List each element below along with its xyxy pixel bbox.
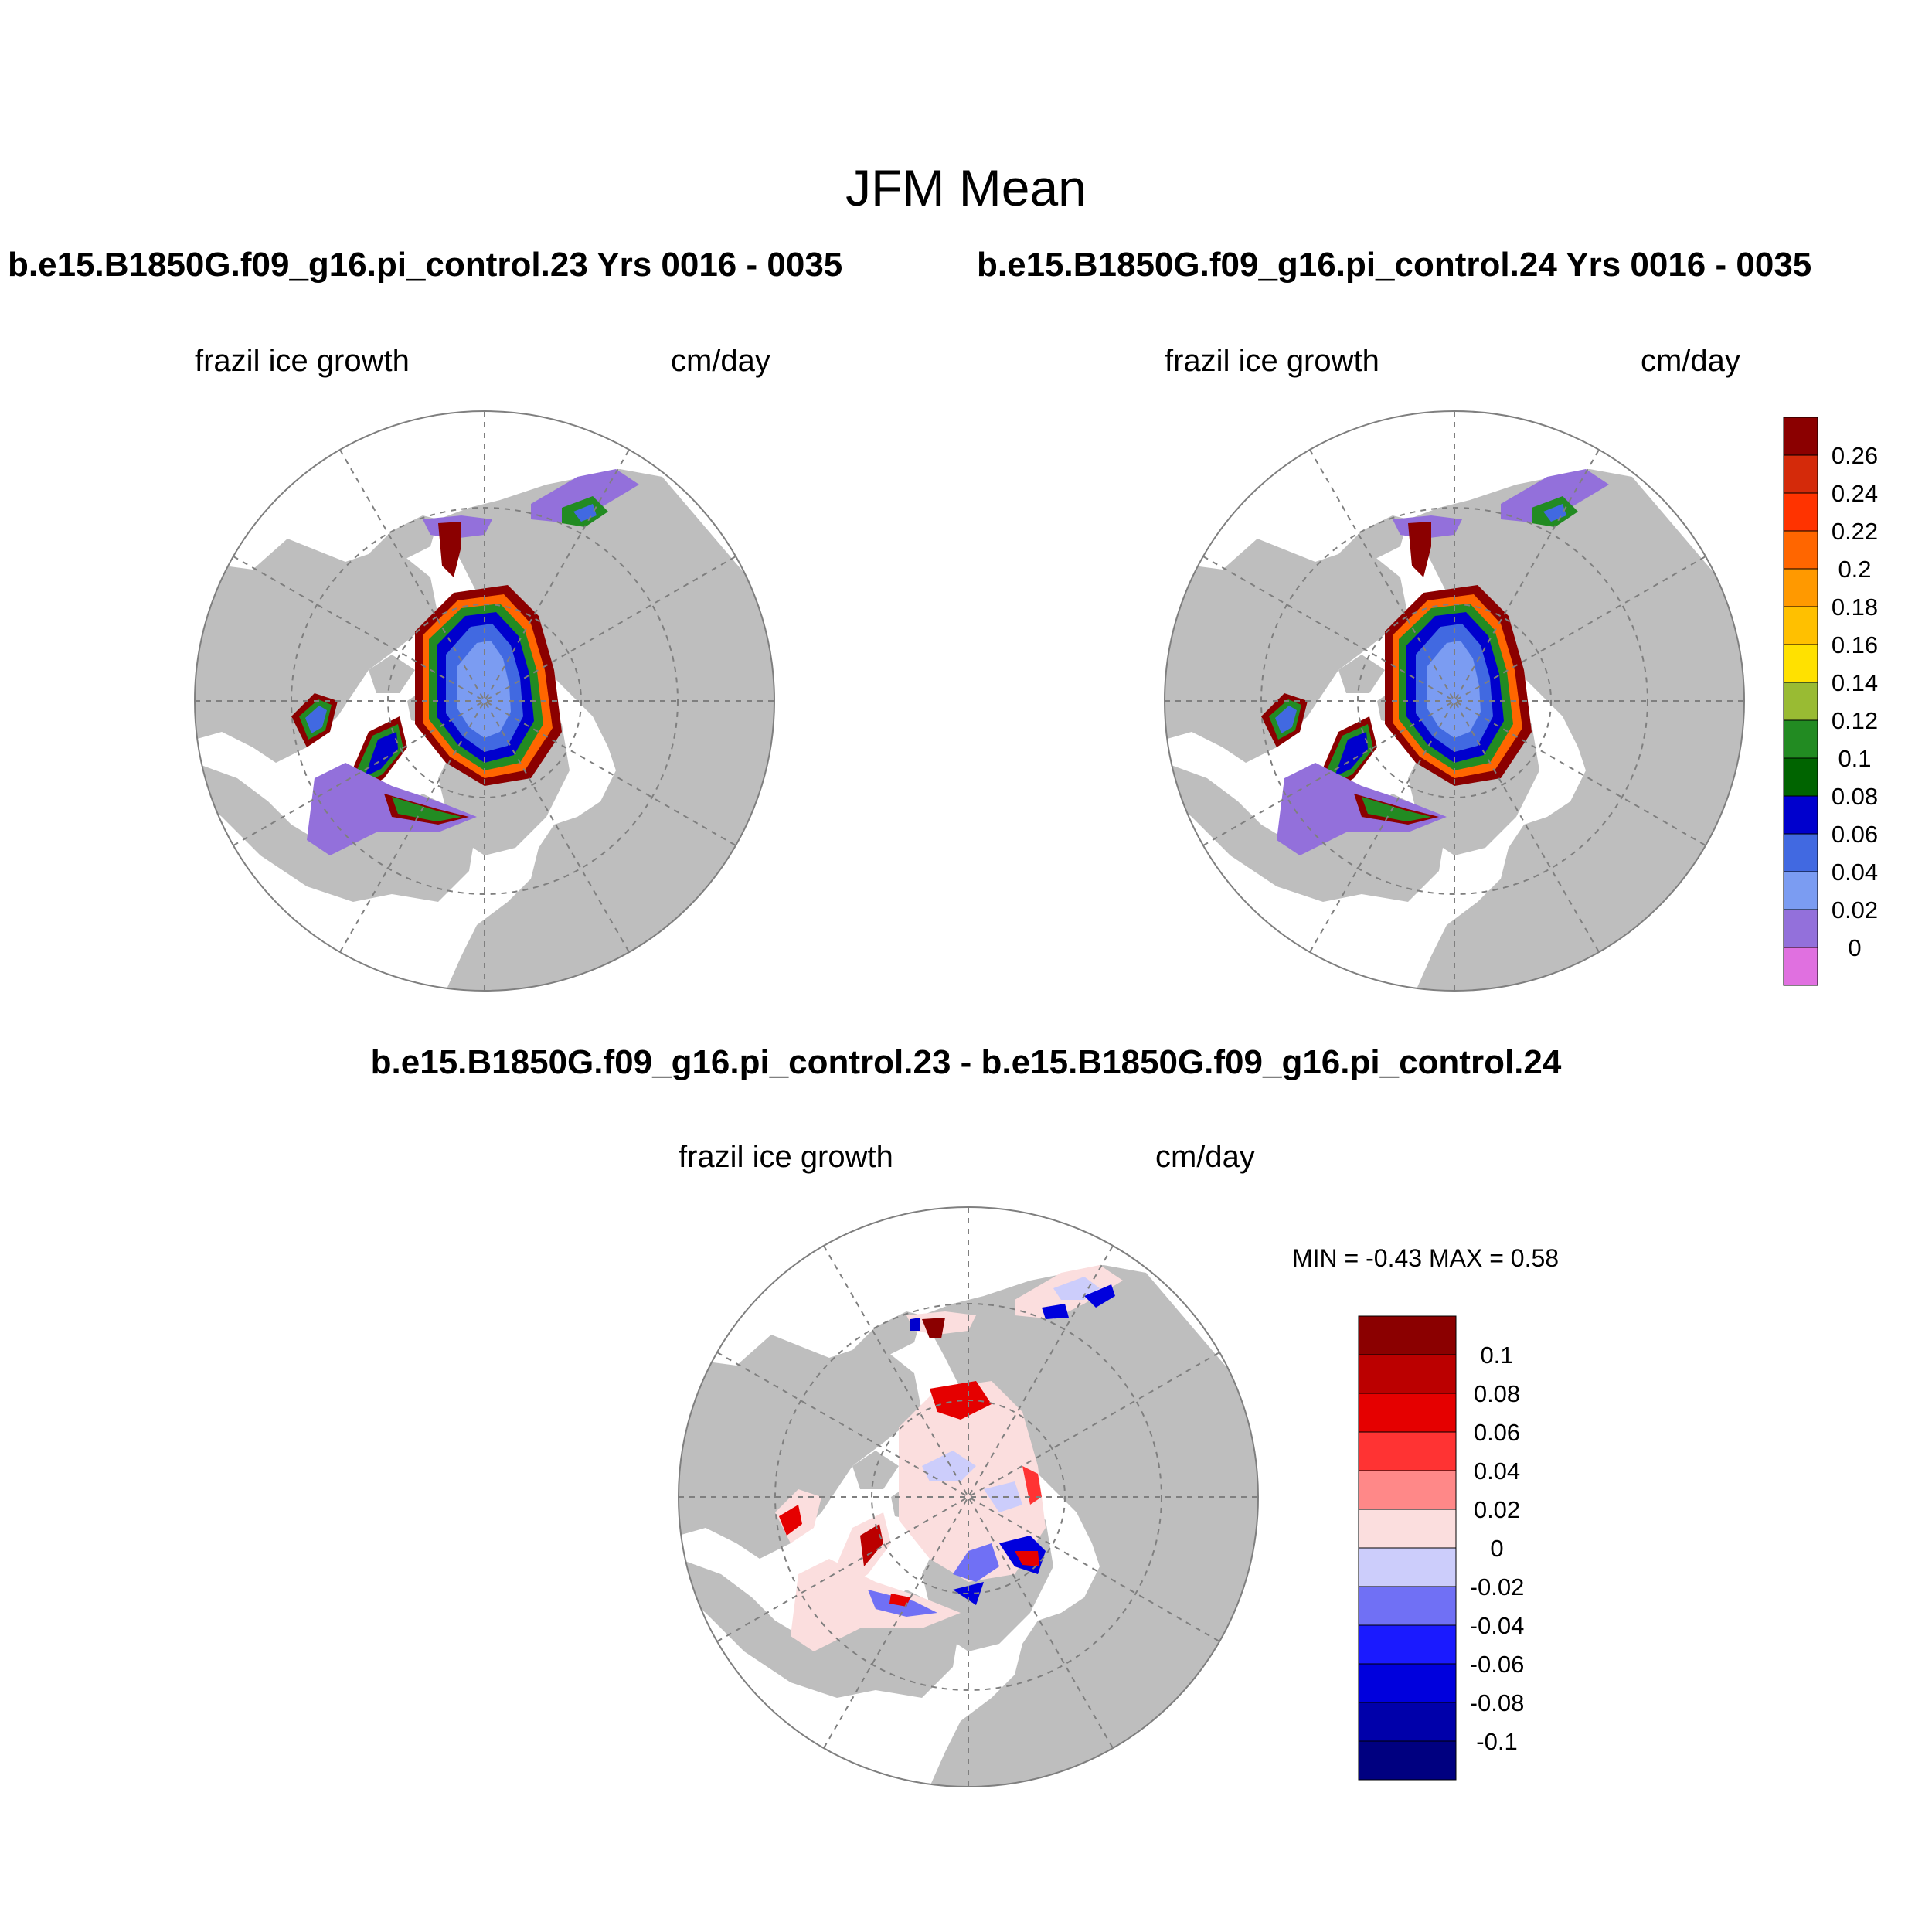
panel-2-map [1164, 410, 1745, 992]
abs-colorbar-swatch [1783, 871, 1818, 910]
abs-colorbar-tick-label: 0.14 [1832, 669, 1878, 696]
diff-colorbar-tick-label: -0.02 [1470, 1573, 1525, 1600]
diff-colorbar-swatch [1358, 1315, 1457, 1355]
abs-colorbar-swatch [1783, 530, 1818, 570]
diff-colorbar-swatch [1358, 1354, 1457, 1394]
diff-colorbar-swatch [1358, 1470, 1457, 1510]
diff-colorbar-tick-label: 0.06 [1474, 1419, 1520, 1446]
diff-units-label: cm/day [1155, 1140, 1255, 1174]
diff-map [678, 1206, 1259, 1787]
panel-1-units-label: cm/day [671, 344, 770, 378]
diff-colorbar-swatch [1358, 1702, 1457, 1742]
abs-colorbar-tick-label: 0.2 [1838, 556, 1871, 583]
abs-colorbar-swatch [1783, 909, 1818, 948]
abs-colorbar-swatch [1783, 606, 1818, 645]
abs-colorbar-tick-label: 0.02 [1832, 896, 1878, 923]
diff-colorbar-swatch [1358, 1509, 1457, 1549]
panel-2-title: b.e15.B1850G.f09_g16.pi_control.24 Yrs 0… [977, 246, 1812, 284]
abs-colorbar-swatch [1783, 644, 1818, 683]
diff-colorbar-swatch [1358, 1393, 1457, 1433]
abs-colorbar-tick-label: 0.1 [1838, 745, 1871, 772]
abs-colorbar-tick-label: 0.08 [1832, 783, 1878, 810]
abs-colorbar-tick-label: 0.12 [1832, 707, 1878, 734]
abs-colorbar-tick-label: 0.26 [1832, 442, 1878, 469]
diff-colorbar: 0.1 0.08 0.06 0.04 0.02 0 -0.02 -0.04 -0.06 -0.08… [1358, 1315, 1525, 1781]
abs-colorbar-swatch [1783, 757, 1818, 797]
figure-title: JFM Mean [845, 159, 1087, 216]
diff-colorbar-swatch [1358, 1663, 1457, 1703]
diff-colorbar-tick-label: 0.08 [1474, 1380, 1520, 1407]
abs-colorbar-tick-label: 0.22 [1832, 518, 1878, 545]
abs-colorbar-swatch [1783, 795, 1818, 835]
diff-colorbar-swatch [1358, 1547, 1457, 1587]
abs-colorbar-tick-label: 0 [1848, 934, 1861, 961]
abs-colorbar-swatch [1783, 682, 1818, 721]
abs-colorbar-tick-label: 0.16 [1832, 631, 1878, 658]
diff-colorbar-swatch [1358, 1624, 1457, 1665]
diff-colorbar-tick-label: -0.04 [1470, 1612, 1525, 1639]
panel-1-title: b.e15.B1850G.f09_g16.pi_control.23 Yrs 0… [8, 246, 843, 284]
abs-colorbar-swatch [1783, 568, 1818, 607]
diff-panel-title: b.e15.B1850G.f09_g16.pi_control.23 - b.e… [370, 1043, 1562, 1081]
diff-colorbar-swatch [1358, 1740, 1457, 1781]
abs-colorbar-tick-label: 0.06 [1832, 821, 1878, 848]
abs-colorbar-swatch [1783, 833, 1818, 872]
panel-2-units-label: cm/day [1641, 344, 1740, 378]
diff-min-max-label: MIN = -0.43 MAX = 0.58 [1292, 1244, 1560, 1272]
diff-colorbar-tick-label: 0.1 [1480, 1342, 1513, 1369]
diff-colorbar-swatch [1358, 1431, 1457, 1471]
abs-colorbar-swatch [1783, 492, 1818, 532]
diff-colorbar-tick-label: 0.02 [1474, 1496, 1520, 1523]
diff-colorbar-tick-label: -0.06 [1470, 1651, 1525, 1678]
panel-1-variable-label: frazil ice growth [195, 344, 410, 378]
panel-1-map [194, 410, 775, 992]
panel-2-variable-label: frazil ice growth [1165, 344, 1379, 378]
abs-colorbar-swatch [1783, 454, 1818, 494]
diff-colorbar-tick-label: -0.1 [1476, 1728, 1517, 1755]
abs-colorbar-tick-label: 0.04 [1832, 859, 1878, 886]
abs-colorbar-tick-label: 0.24 [1832, 480, 1878, 507]
abs-colorbar-swatch [1783, 947, 1818, 986]
diff-colorbar-tick-label: 0.04 [1474, 1458, 1520, 1485]
abs-colorbar: 0.26 0.24 0.22 0.2 0.18 0.16 0.14 0.12 0.1 0.08 0.… [1783, 417, 1878, 986]
diff-colorbar-tick-label: -0.08 [1470, 1689, 1525, 1716]
diff-variable-label: frazil ice growth [679, 1140, 893, 1174]
abs-colorbar-swatch [1783, 417, 1818, 456]
abs-colorbar-swatch [1783, 719, 1818, 759]
diff-colorbar-swatch [1358, 1586, 1457, 1626]
abs-colorbar-tick-label: 0.18 [1832, 594, 1878, 621]
diff-colorbar-tick-label: 0 [1490, 1535, 1503, 1562]
